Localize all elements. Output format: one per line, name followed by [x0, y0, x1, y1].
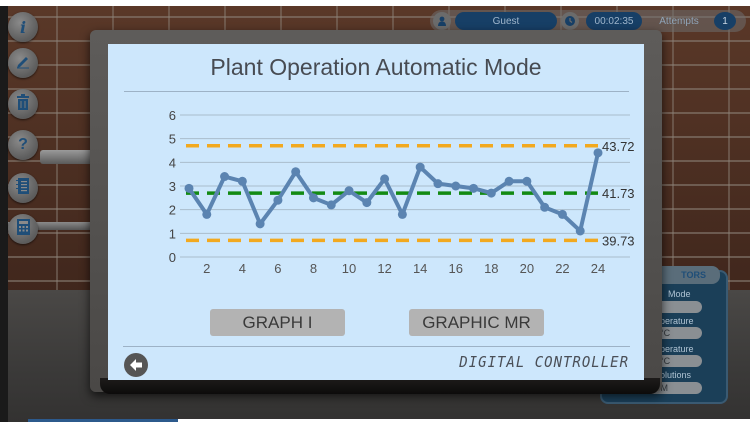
- timer: 00:02:35: [586, 12, 642, 30]
- y-tick-label: 6: [169, 108, 176, 123]
- help-icon: ?: [18, 136, 28, 153]
- x-tick-label: 10: [342, 261, 356, 276]
- data-point: [202, 209, 212, 219]
- y-tick-label: 5: [169, 132, 176, 147]
- data-point: [344, 186, 354, 196]
- x-tick-label: 18: [484, 261, 498, 276]
- help-button[interactable]: ?: [8, 130, 38, 160]
- attempts-count: 1: [714, 12, 736, 30]
- pipe: [40, 150, 100, 164]
- notebook-button[interactable]: [8, 173, 38, 203]
- indicator-label-temperature-2: perature: [660, 344, 694, 354]
- y-tick-label: 0: [169, 250, 176, 265]
- graph-i-button[interactable]: GRAPH I: [210, 309, 345, 336]
- data-point: [308, 193, 318, 203]
- x-tick-label: 2: [203, 261, 210, 276]
- x-tick-label: 20: [520, 261, 534, 276]
- y-tick-label: 3: [169, 179, 176, 194]
- data-point: [415, 162, 425, 172]
- data-point: [575, 226, 585, 236]
- data-point: [557, 209, 567, 219]
- center-line-label: 41.73: [602, 186, 635, 201]
- bottom-divider: [123, 346, 630, 347]
- indicator-label-mode: Mode: [668, 289, 691, 299]
- bottom-strip-white: [178, 419, 750, 422]
- data-point: [486, 188, 496, 198]
- delete-button[interactable]: [8, 89, 38, 119]
- data-point: [362, 198, 372, 208]
- info-icon: i: [19, 17, 27, 37]
- y-tick-label: 2: [169, 203, 176, 218]
- data-point: [326, 200, 336, 210]
- indicator-label-revolutions: olutions: [660, 370, 692, 380]
- left-edge: [0, 6, 8, 422]
- user-icon: [433, 12, 451, 30]
- title-divider: [124, 91, 629, 92]
- x-tick-label: 4: [239, 261, 246, 276]
- x-tick-label: 14: [413, 261, 427, 276]
- data-point: [451, 181, 461, 191]
- attempts-label: Attempts: [659, 15, 699, 27]
- data-point: [220, 172, 230, 182]
- data-point: [380, 174, 390, 184]
- x-tick-label: 6: [274, 261, 281, 276]
- data-point: [504, 176, 514, 186]
- x-tick-label: 24: [591, 261, 605, 276]
- bottom-strip: [28, 419, 178, 422]
- data-point: [397, 209, 407, 219]
- data-point: [237, 176, 247, 186]
- x-tick-label: 8: [310, 261, 317, 276]
- screen-title: Plant Operation Automatic Mode: [210, 54, 542, 80]
- data-point: [522, 176, 532, 186]
- calculator-icon: [16, 218, 30, 240]
- top-strip: [0, 0, 750, 6]
- data-point: [291, 167, 301, 177]
- back-button[interactable]: [124, 353, 148, 377]
- info-button[interactable]: i: [8, 12, 38, 42]
- x-tick-label: 22: [555, 261, 569, 276]
- calculator-button[interactable]: [8, 214, 38, 244]
- upper-limit-label: 43.72: [602, 139, 635, 154]
- edit-button[interactable]: [8, 48, 38, 78]
- pencil-icon: [15, 53, 31, 74]
- data-point: [433, 179, 443, 189]
- x-tick-label: 16: [449, 261, 463, 276]
- trash-icon: [16, 93, 30, 115]
- data-point: [469, 183, 479, 193]
- notebook-icon: [16, 177, 30, 199]
- x-tick-label: 12: [377, 261, 391, 276]
- y-tick-label: 1: [169, 226, 176, 241]
- graphic-mr-button[interactable]: GRAPHIC MR: [409, 309, 544, 336]
- user-name: Guest: [455, 12, 557, 30]
- indicator-label-temperature-1: perature: [660, 316, 694, 326]
- data-point: [540, 202, 550, 212]
- data-point: [273, 195, 283, 205]
- data-point: [593, 148, 603, 158]
- data-point: [255, 219, 265, 229]
- lower-limit-label: 39.73: [602, 233, 635, 248]
- back-arrow-icon: [130, 359, 142, 371]
- clock-icon: [561, 12, 579, 30]
- pipe-rail: [0, 222, 100, 230]
- data-point: [184, 183, 194, 193]
- monitor-base: [100, 378, 660, 394]
- y-tick-label: 4: [169, 155, 176, 170]
- data-series-line: [187, 152, 600, 233]
- brand-label: DIGITAL CONTROLLER: [459, 354, 629, 372]
